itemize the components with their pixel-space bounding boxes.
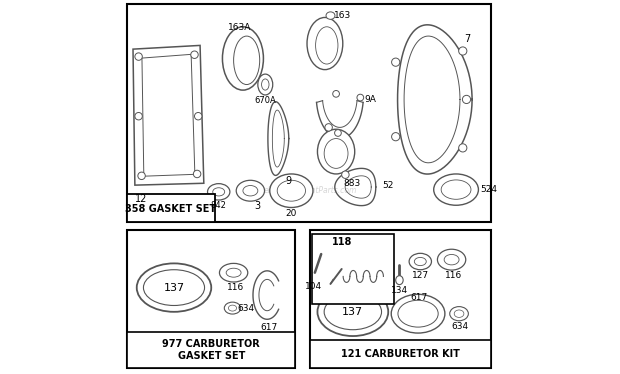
Ellipse shape xyxy=(191,51,198,58)
Ellipse shape xyxy=(317,288,388,336)
Text: 9A: 9A xyxy=(364,95,376,104)
Bar xyxy=(128,332,295,368)
Text: 634: 634 xyxy=(451,322,469,331)
Ellipse shape xyxy=(219,263,248,282)
Ellipse shape xyxy=(228,305,237,311)
Ellipse shape xyxy=(307,18,343,70)
Ellipse shape xyxy=(333,91,339,97)
Text: 7: 7 xyxy=(464,34,470,44)
Ellipse shape xyxy=(409,253,432,270)
Ellipse shape xyxy=(396,276,403,285)
Ellipse shape xyxy=(213,188,224,196)
Text: 134: 134 xyxy=(391,286,408,295)
Ellipse shape xyxy=(223,27,264,90)
Text: 883: 883 xyxy=(343,179,361,188)
Text: 977 CARBURETOR
GASKET SET: 977 CARBURETOR GASKET SET xyxy=(162,339,260,361)
Ellipse shape xyxy=(459,47,467,55)
Text: 634: 634 xyxy=(237,304,254,313)
Text: 52: 52 xyxy=(382,181,393,190)
Polygon shape xyxy=(133,45,204,185)
Ellipse shape xyxy=(391,294,445,333)
Bar xyxy=(128,4,490,223)
Text: 3: 3 xyxy=(254,201,260,211)
Text: 842: 842 xyxy=(211,201,227,210)
Ellipse shape xyxy=(224,302,241,314)
Text: 137: 137 xyxy=(342,307,363,317)
Text: 670A: 670A xyxy=(254,96,276,105)
Ellipse shape xyxy=(277,180,306,201)
Ellipse shape xyxy=(317,129,355,174)
Ellipse shape xyxy=(258,74,273,95)
Ellipse shape xyxy=(135,53,143,60)
Ellipse shape xyxy=(138,172,145,180)
Ellipse shape xyxy=(143,270,205,306)
Ellipse shape xyxy=(398,300,438,327)
Ellipse shape xyxy=(438,249,466,270)
Ellipse shape xyxy=(392,58,400,66)
Ellipse shape xyxy=(392,133,400,141)
Ellipse shape xyxy=(434,174,479,205)
Text: 617: 617 xyxy=(260,323,278,332)
Ellipse shape xyxy=(208,184,230,200)
Ellipse shape xyxy=(459,144,467,152)
Ellipse shape xyxy=(441,180,471,199)
Bar xyxy=(128,230,295,368)
Text: 121 CARBURETOR KIT: 121 CARBURETOR KIT xyxy=(341,349,460,359)
Text: 617: 617 xyxy=(410,293,428,302)
Ellipse shape xyxy=(414,257,427,266)
Text: 127: 127 xyxy=(412,271,429,280)
Bar xyxy=(128,194,215,223)
Polygon shape xyxy=(142,54,195,176)
Ellipse shape xyxy=(357,94,364,101)
Ellipse shape xyxy=(316,27,338,64)
Text: 104: 104 xyxy=(305,282,322,291)
Ellipse shape xyxy=(454,310,464,318)
Text: 12: 12 xyxy=(135,194,147,205)
Ellipse shape xyxy=(450,307,468,321)
Ellipse shape xyxy=(243,186,258,196)
Bar xyxy=(310,230,490,368)
Ellipse shape xyxy=(444,254,459,265)
Ellipse shape xyxy=(234,36,260,85)
Text: 163: 163 xyxy=(334,11,352,20)
Text: 20: 20 xyxy=(286,209,297,218)
Text: 163A: 163A xyxy=(228,23,251,32)
Ellipse shape xyxy=(195,113,202,120)
Ellipse shape xyxy=(326,12,335,19)
Ellipse shape xyxy=(193,170,201,178)
Ellipse shape xyxy=(135,113,143,120)
Ellipse shape xyxy=(270,174,313,208)
Ellipse shape xyxy=(324,294,381,330)
Text: eReplacementParts.com: eReplacementParts.com xyxy=(264,186,356,195)
Text: 137: 137 xyxy=(164,283,185,292)
Ellipse shape xyxy=(342,171,349,178)
Text: 358 GASKET SET: 358 GASKET SET xyxy=(125,203,216,214)
Text: 116: 116 xyxy=(445,271,462,280)
Ellipse shape xyxy=(137,263,211,312)
Ellipse shape xyxy=(236,180,265,201)
Text: 524: 524 xyxy=(480,185,497,194)
Ellipse shape xyxy=(226,268,241,277)
Text: 116: 116 xyxy=(227,283,244,292)
Ellipse shape xyxy=(463,95,471,104)
Text: 9: 9 xyxy=(286,176,292,186)
Bar xyxy=(310,340,490,368)
Text: 118: 118 xyxy=(332,237,352,247)
Ellipse shape xyxy=(325,124,332,131)
Ellipse shape xyxy=(262,79,269,90)
Ellipse shape xyxy=(324,138,348,168)
Bar xyxy=(312,234,394,304)
Ellipse shape xyxy=(335,130,341,137)
